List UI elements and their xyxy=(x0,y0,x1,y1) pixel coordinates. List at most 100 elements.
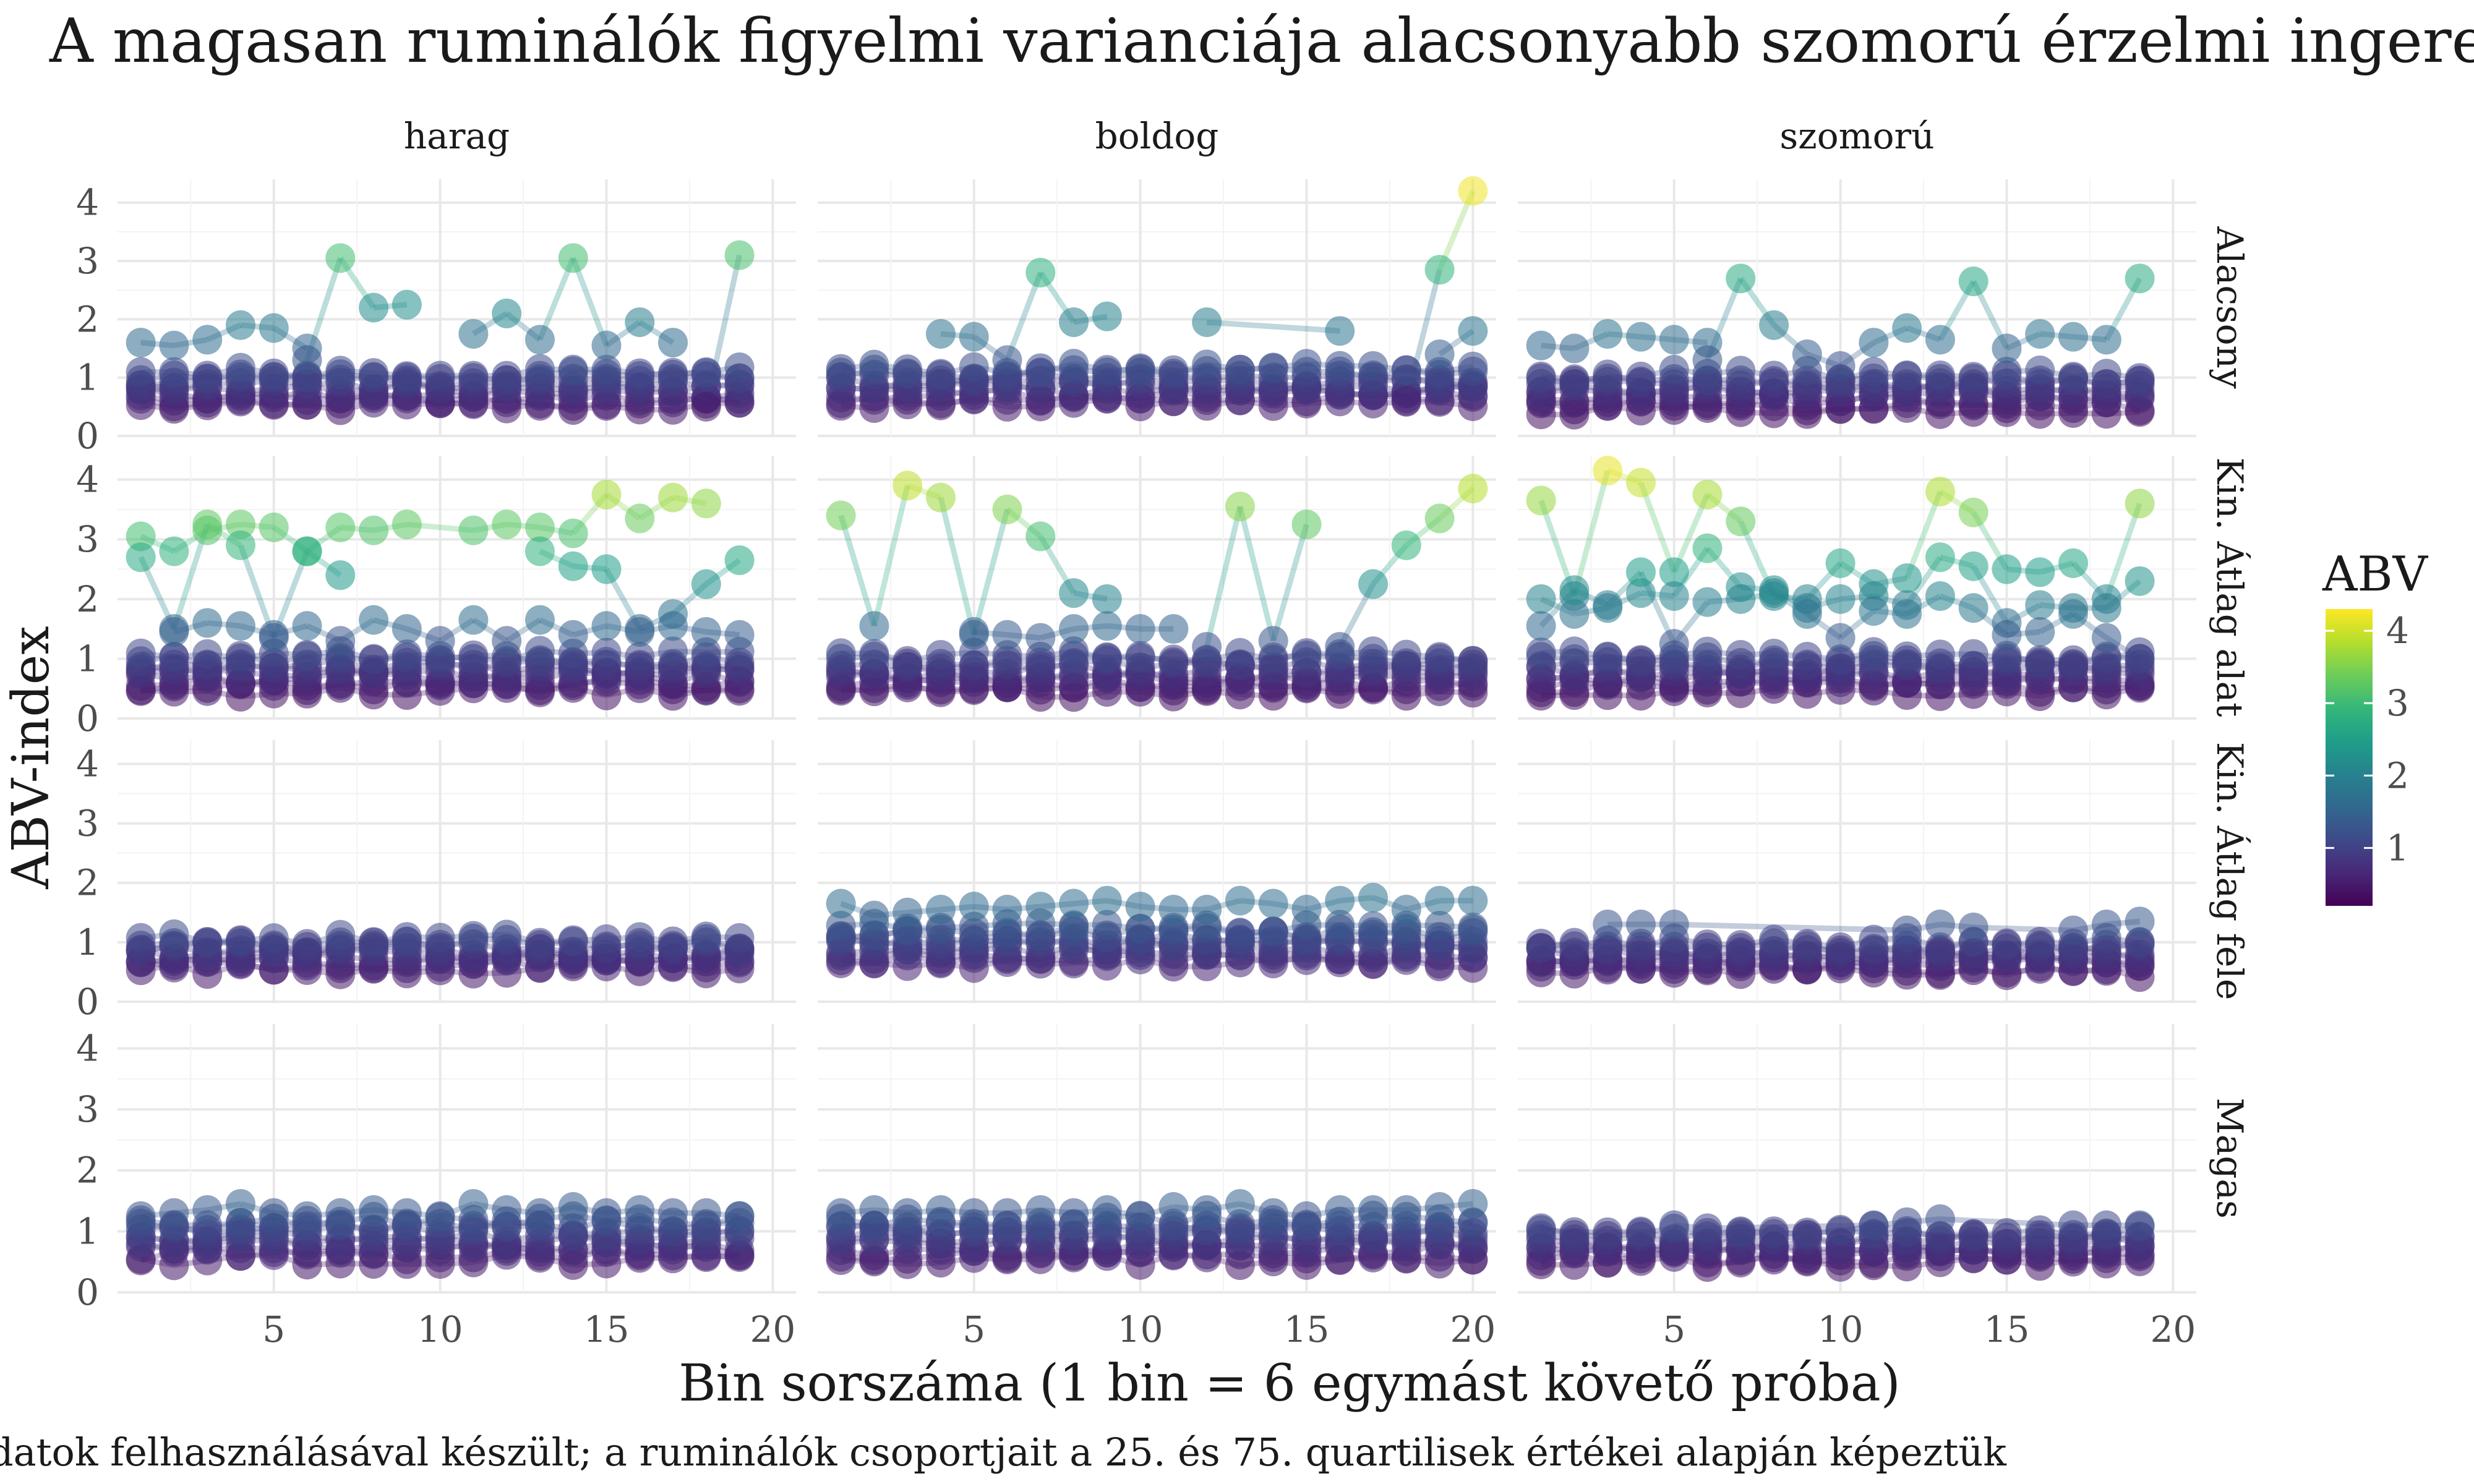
data-point xyxy=(458,921,489,951)
data-point xyxy=(925,894,956,924)
data-point xyxy=(1559,575,1590,605)
data-point xyxy=(992,1198,1022,1228)
panel-1-3 xyxy=(818,1024,1496,1294)
data-point xyxy=(959,892,989,922)
data-point xyxy=(1424,910,1455,940)
data-point xyxy=(325,512,356,542)
data-point xyxy=(425,923,455,953)
data-point xyxy=(1526,1213,1556,1243)
data-point xyxy=(625,616,655,647)
data-point xyxy=(1059,1198,1089,1228)
data-point xyxy=(1759,360,1789,391)
data-point xyxy=(2058,1210,2089,1240)
series-segment xyxy=(1904,490,1943,579)
series-segment xyxy=(1270,523,1309,642)
data-point xyxy=(259,512,289,542)
data-point xyxy=(1859,328,1889,358)
data-point xyxy=(159,919,189,949)
data-point xyxy=(1625,322,1656,352)
data-point xyxy=(225,1188,255,1219)
data-point xyxy=(325,1198,356,1228)
data-point xyxy=(691,616,721,647)
data-point xyxy=(2058,362,2089,392)
data-point xyxy=(1358,911,1389,941)
y-tick-label: 1 xyxy=(76,638,99,680)
series-points xyxy=(1526,456,2155,711)
data-point xyxy=(192,360,223,391)
data-point xyxy=(1593,364,1623,394)
data-point xyxy=(1291,894,1322,924)
data-point xyxy=(625,503,655,534)
data-point xyxy=(126,521,156,552)
data-point xyxy=(1258,1198,1288,1228)
series-points xyxy=(826,882,1488,983)
data-point xyxy=(1291,1201,1322,1231)
data-point xyxy=(126,1201,156,1231)
data-point xyxy=(1825,644,1856,675)
data-point xyxy=(1925,581,1955,611)
data-point xyxy=(492,510,522,540)
data-point xyxy=(1258,916,1288,947)
data-point xyxy=(1526,637,1556,667)
data-point xyxy=(359,515,389,545)
column-strip-label: boldog xyxy=(1095,115,1219,157)
data-point xyxy=(1593,590,1623,620)
data-point xyxy=(724,352,755,383)
data-point xyxy=(591,924,622,954)
data-point xyxy=(1559,599,1590,629)
panel-2-1 xyxy=(1518,456,2196,720)
series-points xyxy=(826,1188,1488,1281)
x-tick-label: 10 xyxy=(1818,1308,1864,1350)
data-point xyxy=(1792,599,1822,629)
data-point xyxy=(658,1198,688,1228)
data-point xyxy=(1358,636,1389,667)
data-point xyxy=(1825,584,1856,614)
x-axis-title: Bin sorszáma (1 bin = 6 egymást követő p… xyxy=(678,1354,1901,1413)
y-tick-label: 4 xyxy=(76,459,99,501)
data-point xyxy=(524,927,555,958)
data-point xyxy=(225,611,255,641)
data-point xyxy=(1825,1216,1856,1247)
data-point xyxy=(325,243,356,273)
data-point xyxy=(425,626,455,656)
data-point xyxy=(1726,506,1756,537)
data-point xyxy=(1625,1217,1656,1248)
data-point xyxy=(1391,639,1421,670)
row-strip-label: Kin. Átlag alat xyxy=(2209,458,2251,717)
data-point xyxy=(1526,611,1556,641)
data-point xyxy=(2025,557,2055,587)
data-point xyxy=(1458,474,1488,504)
data-point xyxy=(1325,910,1355,940)
data-point xyxy=(1424,642,1455,672)
data-point xyxy=(1025,1195,1056,1225)
data-point xyxy=(892,1198,923,1228)
data-point xyxy=(1125,643,1155,673)
data-point xyxy=(1625,467,1656,498)
series-segment xyxy=(838,514,877,627)
data-point xyxy=(1125,1201,1155,1231)
data-point xyxy=(1424,503,1455,534)
data-point xyxy=(859,639,889,669)
series-segment xyxy=(1572,469,1611,597)
data-point xyxy=(1992,1217,2022,1248)
data-point xyxy=(724,923,755,953)
data-point xyxy=(1859,924,1889,955)
data-point xyxy=(425,1201,455,1231)
data-point xyxy=(1192,894,1222,924)
data-point xyxy=(1225,885,1255,916)
data-point xyxy=(1158,359,1189,389)
data-point xyxy=(591,611,622,641)
data-point xyxy=(1325,1195,1355,1225)
data-point xyxy=(524,605,555,635)
y-tick-label: 0 xyxy=(76,981,99,1023)
data-point xyxy=(325,560,356,591)
data-point xyxy=(1125,892,1155,922)
data-point xyxy=(1925,932,1955,962)
data-point xyxy=(458,605,489,635)
data-point xyxy=(625,922,655,952)
data-point xyxy=(1358,882,1389,913)
data-point xyxy=(159,536,189,566)
data-point xyxy=(1059,307,1089,338)
data-point xyxy=(826,911,856,941)
